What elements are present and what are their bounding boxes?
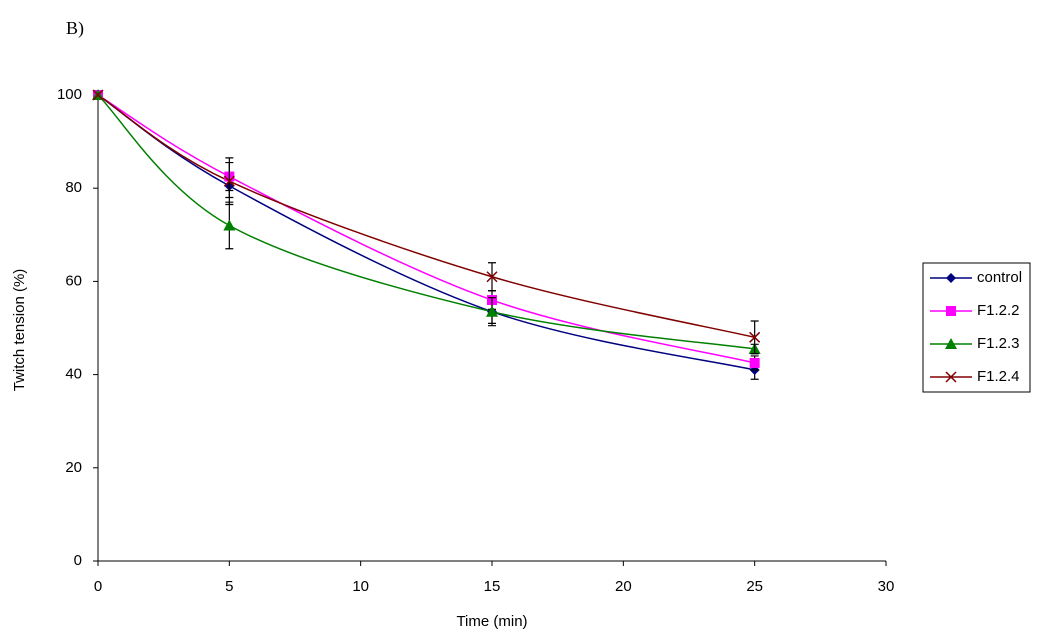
marker <box>946 306 956 316</box>
marker <box>945 338 957 349</box>
marker <box>223 219 236 231</box>
x-tick-label: 10 <box>352 578 369 595</box>
marker <box>223 175 235 187</box>
series-line <box>97 94 755 371</box>
x-tick-label: 25 <box>746 578 763 595</box>
marker <box>486 305 498 317</box>
legend-label: control <box>977 269 1022 286</box>
marker <box>749 357 760 368</box>
y-tick-label: 0 <box>74 552 82 569</box>
marker <box>486 271 498 283</box>
x-tick-label: 30 <box>878 578 895 595</box>
y-tick-label: 80 <box>65 179 82 196</box>
legend-label: F1.2.2 <box>977 302 1020 319</box>
x-tick-label: 0 <box>94 578 102 595</box>
x-axis-label: Time (min) <box>456 613 527 630</box>
series-line <box>97 94 755 350</box>
x-tick-label: 15 <box>484 578 501 595</box>
marker <box>945 371 957 383</box>
y-tick-label: 40 <box>65 366 82 383</box>
legend-label: F1.2.4 <box>977 368 1020 385</box>
marker <box>92 89 104 101</box>
marker <box>749 331 761 343</box>
legend-box <box>922 262 1031 393</box>
marker <box>946 273 956 283</box>
panel-label: B) <box>66 18 84 39</box>
y-axis-label: Twitch tension (%) <box>11 269 28 392</box>
y-tick-label: 20 <box>65 459 82 476</box>
x-tick-label: 5 <box>225 578 233 595</box>
legend-label: F1.2.3 <box>977 335 1020 352</box>
series-line <box>97 94 755 339</box>
series-line <box>97 94 755 364</box>
x-tick-label: 20 <box>615 578 632 595</box>
y-tick-label: 100 <box>57 86 82 103</box>
y-tick-label: 60 <box>65 272 82 289</box>
